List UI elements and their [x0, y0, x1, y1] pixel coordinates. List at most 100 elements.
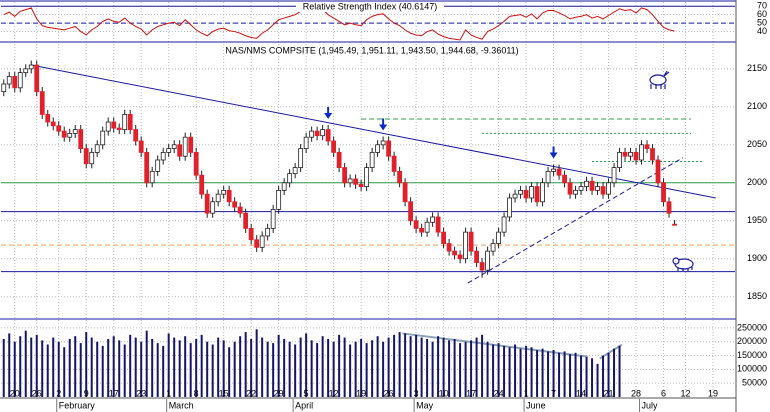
candle-body [650, 148, 655, 161]
candle-body [430, 216, 436, 223]
candle-body [221, 189, 227, 195]
volume-bar [145, 330, 148, 397]
trend-line [467, 157, 684, 284]
volume-bar [123, 344, 126, 397]
volume-bar [343, 337, 346, 397]
candle-body [446, 243, 452, 252]
volume-bar [41, 340, 44, 397]
candle-body [485, 250, 490, 271]
volume-bar [431, 341, 434, 397]
candle-body [545, 170, 551, 184]
candle-body [562, 174, 567, 184]
y-tick-label: 100000 [737, 364, 767, 374]
arrow [379, 118, 388, 131]
candle-body [529, 186, 534, 199]
candle-body [100, 130, 106, 146]
candle-body [28, 64, 34, 70]
x-tick-label: 19 [356, 388, 366, 398]
x-tick-label: 26 [32, 388, 42, 398]
marks [1, 5, 735, 397]
volume-bar [129, 334, 132, 397]
month-label: July [642, 400, 659, 410]
candle-body [386, 140, 392, 157]
candle-body [237, 206, 243, 214]
volume-bar [481, 334, 484, 397]
rsi-line [3, 7, 675, 41]
candle-body [138, 140, 144, 153]
candle-body [39, 91, 45, 115]
volume-bar [541, 348, 544, 397]
volume-bar [448, 340, 451, 397]
candle-body [567, 182, 573, 195]
candle-body [17, 72, 23, 89]
candle-body [56, 125, 62, 132]
volume-bar [63, 347, 66, 397]
volume-bar [24, 330, 27, 397]
y-tick-label: 150000 [737, 350, 767, 360]
candle-body [584, 180, 589, 187]
candle-body [413, 220, 419, 229]
volume-bar [382, 341, 385, 397]
volume-bar [486, 341, 489, 397]
x-tick-label: 2 [56, 388, 61, 398]
volume-bar [288, 341, 291, 397]
volume-bar [475, 337, 478, 397]
volume-bar [228, 347, 231, 397]
candle-body [661, 182, 666, 203]
volume-bar [580, 355, 583, 397]
volume-bar [437, 336, 440, 397]
candle-body [353, 178, 359, 185]
candle-body [320, 129, 326, 137]
x-tick-label: 3 [414, 388, 419, 398]
candle-body [336, 151, 342, 168]
candle-body [127, 114, 133, 131]
candle-body [144, 151, 150, 184]
candle-body [589, 180, 595, 191]
candle-body [67, 133, 73, 138]
volume-bar [233, 341, 236, 397]
candle-body [303, 136, 309, 149]
volume-bar [613, 348, 616, 397]
volume-bar [90, 337, 93, 397]
month-label: April [295, 400, 313, 410]
candle-body [655, 159, 661, 184]
y-tick-label: 250000 [737, 322, 767, 332]
volume-bar [283, 338, 286, 397]
candle-body [149, 170, 155, 184]
candle-body [435, 216, 441, 233]
candle-body [369, 151, 375, 168]
y-tick-label: 1900 [747, 253, 767, 263]
candle-body [600, 186, 606, 195]
volume-bar [30, 337, 33, 397]
volume-bar [277, 334, 280, 397]
volume-bar [134, 337, 137, 397]
x-tick-label: 15 [219, 388, 229, 398]
candle-body [408, 201, 414, 222]
volume-bar [376, 336, 379, 397]
volume-bar [57, 341, 60, 397]
volume-bar [272, 343, 275, 397]
volume-bar [404, 333, 407, 397]
volume-bar [195, 338, 198, 397]
y-tick-label: 200000 [737, 336, 767, 346]
month-label: June [526, 400, 546, 410]
x-tick-label: 12 [681, 388, 691, 398]
candle-body [617, 151, 622, 168]
bull-icon [649, 70, 670, 89]
candle-body [611, 167, 617, 184]
y-tick-label: 50000 [742, 378, 767, 388]
volume-bar [96, 341, 99, 397]
volume-bar [261, 337, 264, 397]
title-background [296, 2, 444, 12]
candle-body [204, 193, 210, 214]
y-tick-label: 70 [757, 1, 767, 11]
candle-body [6, 76, 12, 85]
y-tick-label: 2150 [747, 63, 767, 73]
rsi-title: Relative Strength Index (40.6147) [303, 1, 438, 11]
volume-bar [503, 345, 506, 397]
volume-bar [107, 338, 110, 397]
candle-body [215, 193, 221, 203]
x-tick-label: 10 [439, 388, 449, 398]
volume-bar [52, 337, 55, 397]
